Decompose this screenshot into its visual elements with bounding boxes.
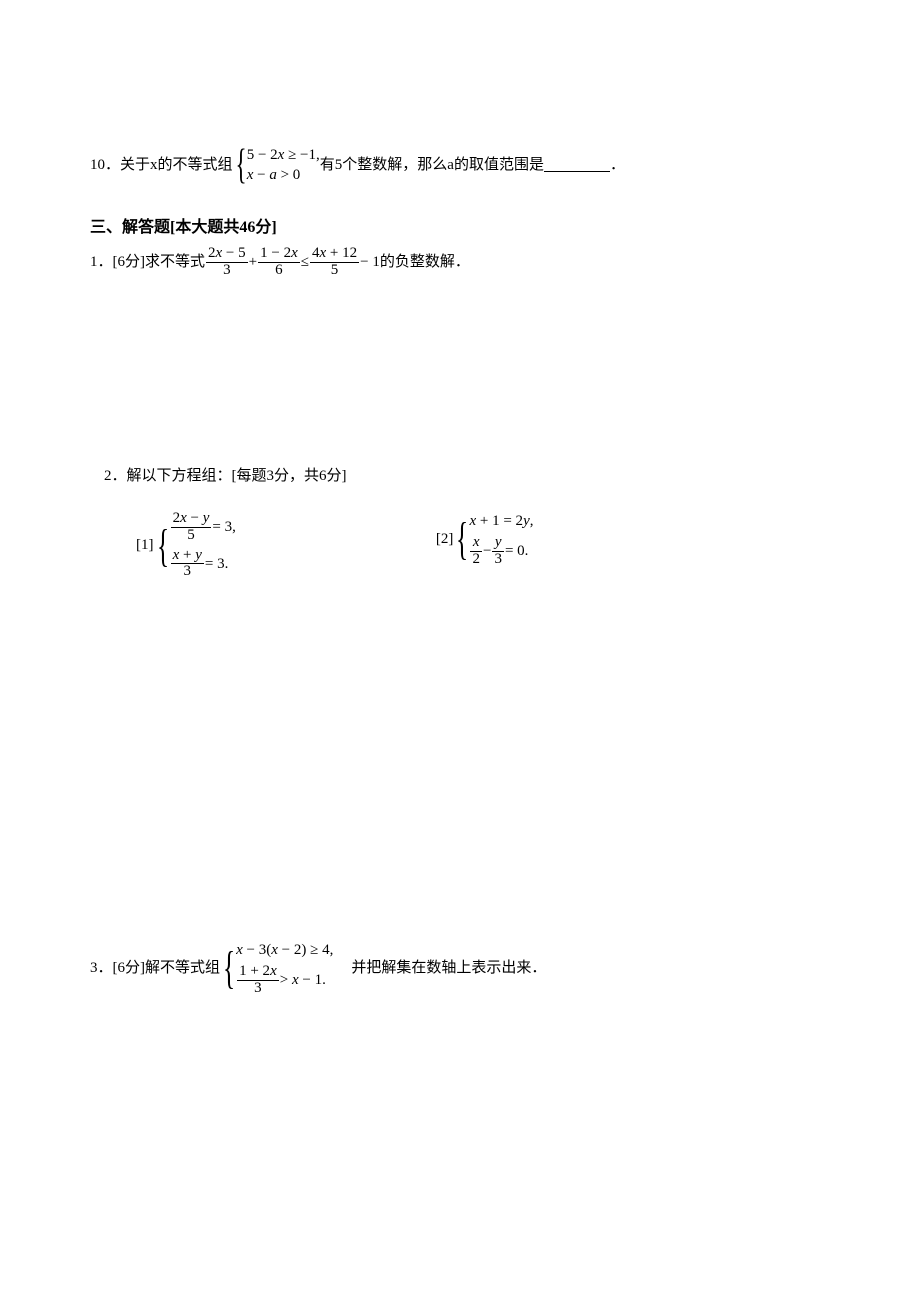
q10-lead: 10．关于x的不等式组 [90, 154, 233, 177]
q2-p2-line1: x + 1 = 2y, [469, 511, 533, 531]
answer-blank[interactable] [544, 158, 610, 173]
q2-p1-label: [1] [136, 534, 154, 557]
question-3: 3．[6分]解不等式组 { x − 3(x − 2) ≥ 4, 1 + 2x 3… [90, 940, 830, 997]
question-2-body: [1] { 2x − y 5 = 3, x + y 3 [136, 511, 830, 580]
q3-lead: 3．[6分]解不等式组 [90, 957, 220, 980]
question-10: 10．关于x的不等式组 { 5 − 2x ≥ −1, x − a > 0 有5个… [90, 144, 830, 186]
q2-p1-line2: x + y 3 = 3. [170, 548, 236, 581]
workspace-2 [90, 580, 830, 940]
question-2-lead: 2．解以下方程组：[每题3分，共6分] [104, 465, 830, 488]
q1-tail: 的负整数解． [380, 251, 470, 274]
q3-tail: 并把解集在数轴上表示出来． [351, 957, 546, 980]
q3-system: { x − 3(x − 2) ≥ 4, 1 + 2x 3 > x − 1. [220, 940, 333, 997]
q2-p1-line1: 2x − y 5 = 3, [170, 511, 236, 544]
brace-icon: { [235, 144, 246, 186]
q3-line2: 1 + 2x 3 > x − 1. [236, 964, 333, 997]
q1-frac2: 1 − 2x 6 [258, 246, 300, 279]
brace-icon: { [456, 516, 468, 562]
page: 10．关于x的不等式组 { 5 − 2x ≥ −1, x − a > 0 有5个… [0, 0, 920, 1302]
brace-icon: { [156, 523, 168, 569]
q1-minus1: − 1 [360, 251, 380, 274]
q10-sys-line1: 5 − 2x ≥ −1, [247, 145, 320, 165]
q2-p2-label: [2] [436, 528, 454, 551]
q10-tail1: 有5个整数解，那么a的取值范围是 [320, 154, 544, 177]
q10-tail2: ． [610, 154, 625, 177]
q2-p2-line2: x2 − y3 = 0. [469, 535, 533, 568]
q10-sys-line2: x − a > 0 [247, 165, 320, 185]
q1-le: ≤ [301, 251, 309, 274]
q2-part2: [2] { x + 1 = 2y, x2 − y3 = 0. [436, 511, 534, 568]
q1-plus: + [249, 251, 257, 274]
q1-frac3: 4x + 12 5 [310, 246, 359, 279]
q2-part1: [1] { 2x − y 5 = 3, x + y 3 [136, 511, 236, 580]
q1-lead: 1．[6分]求不等式 [90, 251, 205, 274]
section-3-title: 三、解答题[本大题共46分] [90, 216, 830, 240]
question-1: 1．[6分]求不等式 2x − 5 3 + 1 − 2x 6 ≤ 4x + 12… [90, 246, 830, 279]
brace-icon: { [223, 945, 235, 991]
q10-system: { 5 − 2x ≥ −1, x − a > 0 [233, 144, 320, 186]
q1-frac1: 2x − 5 3 [206, 246, 248, 279]
workspace-1 [90, 285, 830, 465]
q3-line1: x − 3(x − 2) ≥ 4, [236, 940, 333, 960]
